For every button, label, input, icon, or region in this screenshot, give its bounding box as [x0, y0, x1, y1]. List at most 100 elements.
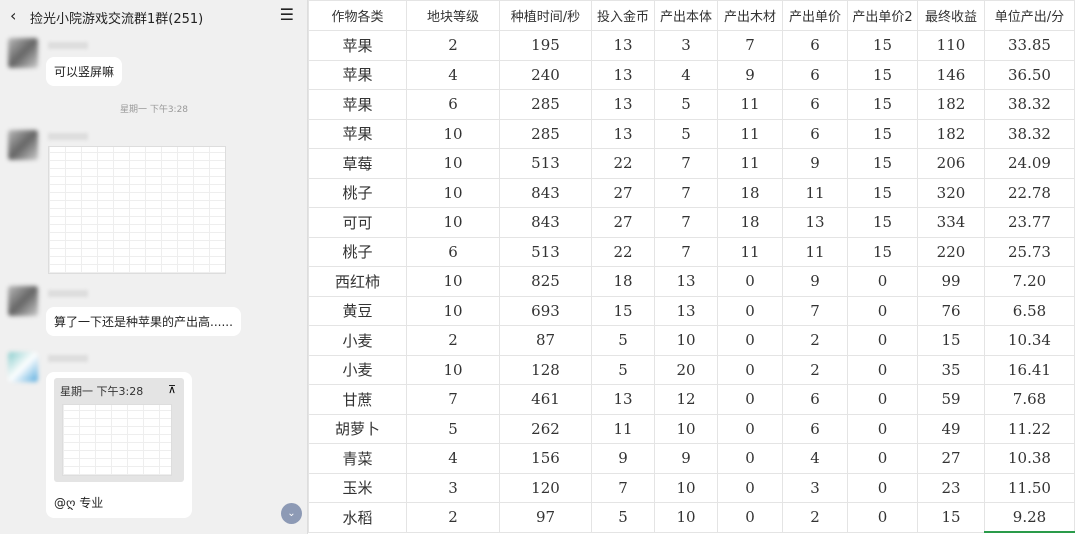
table-cell[interactable]: 草莓	[308, 148, 407, 179]
table-cell[interactable]: 7	[782, 295, 848, 326]
table-cell[interactable]: 15	[847, 118, 918, 149]
table-cell[interactable]: 11	[717, 89, 783, 120]
table-cell[interactable]: 22	[591, 148, 655, 179]
table-cell[interactable]: 黄豆	[308, 295, 407, 326]
table-cell[interactable]: 76	[917, 295, 985, 326]
table-cell[interactable]: 苹果	[308, 118, 407, 149]
table-cell[interactable]: 15	[847, 89, 918, 120]
table-cell[interactable]: 97	[499, 502, 592, 533]
table-cell[interactable]: 27	[591, 177, 655, 208]
table-cell[interactable]: 3	[406, 472, 500, 503]
table-cell[interactable]: 9	[591, 443, 655, 474]
table-cell[interactable]: 10	[406, 148, 500, 179]
table-cell[interactable]: 206	[917, 148, 985, 179]
table-cell[interactable]: 0	[717, 472, 783, 503]
avatar[interactable]	[8, 286, 38, 316]
table-cell[interactable]: 33.85	[984, 30, 1075, 61]
table-cell[interactable]: 15	[847, 30, 918, 61]
table-cell[interactable]: 4	[654, 59, 718, 90]
table-cell[interactable]: 5	[654, 118, 718, 149]
table-cell[interactable]: 4	[406, 59, 500, 90]
table-cell[interactable]: 4	[406, 443, 500, 474]
quote-message[interactable]: 星期一 下午3:28 ⊼ @ღ 专业	[46, 372, 192, 518]
column-header[interactable]: 种植时间/秒	[499, 0, 592, 31]
table-cell[interactable]: 843	[499, 177, 592, 208]
table-cell[interactable]: 27	[917, 443, 985, 474]
table-cell[interactable]: 7.20	[984, 266, 1075, 297]
chevron-left-icon[interactable]: ‹	[10, 6, 17, 25]
table-cell[interactable]: 13	[654, 266, 718, 297]
table-cell[interactable]: 2	[782, 354, 848, 385]
table-cell[interactable]: 可可	[308, 207, 407, 238]
table-cell[interactable]: 0	[717, 413, 783, 444]
table-cell[interactable]: 15	[847, 177, 918, 208]
hamburger-menu-icon[interactable]: ☰	[279, 5, 294, 24]
table-cell[interactable]: 35	[917, 354, 985, 385]
table-cell[interactable]: 146	[917, 59, 985, 90]
table-cell[interactable]: 15	[917, 502, 985, 533]
table-cell[interactable]: 13	[591, 30, 655, 61]
table-cell[interactable]: 38.32	[984, 118, 1075, 149]
table-cell[interactable]: 9.28	[984, 502, 1075, 533]
table-cell[interactable]: 195	[499, 30, 592, 61]
table-cell[interactable]: 2	[406, 502, 500, 533]
table-cell[interactable]: 7.68	[984, 384, 1075, 415]
table-cell[interactable]: 87	[499, 325, 592, 356]
table-cell[interactable]: 0	[717, 266, 783, 297]
table-cell[interactable]: 10	[654, 472, 718, 503]
column-header[interactable]: 产出本体	[654, 0, 718, 31]
table-cell[interactable]: 320	[917, 177, 985, 208]
table-cell[interactable]: 22.78	[984, 177, 1075, 208]
table-cell[interactable]: 22	[591, 236, 655, 267]
table-cell[interactable]: 5	[654, 89, 718, 120]
table-cell[interactable]: 3	[654, 30, 718, 61]
table-cell[interactable]: 334	[917, 207, 985, 238]
table-cell[interactable]: 13	[591, 89, 655, 120]
table-cell[interactable]: 15	[847, 207, 918, 238]
table-cell[interactable]: 6	[782, 384, 848, 415]
table-cell[interactable]: 23.77	[984, 207, 1075, 238]
table-cell[interactable]: 11	[591, 413, 655, 444]
table-cell[interactable]: 110	[917, 30, 985, 61]
message-bubble[interactable]: 算了一下还是种苹果的产出高......	[46, 307, 241, 336]
table-cell[interactable]: 49	[917, 413, 985, 444]
table-cell[interactable]: 11	[717, 236, 783, 267]
table-cell[interactable]: 99	[917, 266, 985, 297]
table-cell[interactable]: 玉米	[308, 472, 407, 503]
table-cell[interactable]: 桃子	[308, 236, 407, 267]
table-cell[interactable]: 小麦	[308, 325, 407, 356]
table-cell[interactable]: 0	[717, 443, 783, 474]
table-cell[interactable]: 6	[406, 89, 500, 120]
column-header[interactable]: 地块等级	[406, 0, 500, 31]
table-cell[interactable]: 18	[717, 177, 783, 208]
table-cell[interactable]: 9	[782, 148, 848, 179]
table-cell[interactable]: 182	[917, 89, 985, 120]
column-header[interactable]: 最终收益	[917, 0, 985, 31]
table-cell[interactable]: 693	[499, 295, 592, 326]
table-cell[interactable]: 苹果	[308, 30, 407, 61]
table-cell[interactable]: 0	[847, 502, 918, 533]
table-cell[interactable]: 13	[591, 118, 655, 149]
table-cell[interactable]: 10	[654, 325, 718, 356]
table-cell[interactable]: 285	[499, 89, 592, 120]
column-header[interactable]: 投入金币	[591, 0, 655, 31]
table-cell[interactable]: 285	[499, 118, 592, 149]
table-cell[interactable]: 13	[654, 295, 718, 326]
table-cell[interactable]: 桃子	[308, 177, 407, 208]
table-cell[interactable]: 10	[406, 266, 500, 297]
table-cell[interactable]: 0	[847, 472, 918, 503]
table-cell[interactable]: 9	[717, 59, 783, 90]
table-cell[interactable]: 0	[717, 384, 783, 415]
table-cell[interactable]: 0	[847, 325, 918, 356]
table-cell[interactable]: 0	[717, 325, 783, 356]
avatar[interactable]	[8, 130, 38, 160]
table-cell[interactable]: 220	[917, 236, 985, 267]
table-cell[interactable]: 11	[782, 236, 848, 267]
table-cell[interactable]: 7	[654, 148, 718, 179]
table-cell[interactable]: 513	[499, 148, 592, 179]
table-cell[interactable]: 青菜	[308, 443, 407, 474]
column-header[interactable]: 产出单价2	[847, 0, 918, 31]
table-cell[interactable]: 2	[782, 325, 848, 356]
avatar[interactable]	[8, 352, 38, 382]
image-message[interactable]	[48, 146, 226, 274]
